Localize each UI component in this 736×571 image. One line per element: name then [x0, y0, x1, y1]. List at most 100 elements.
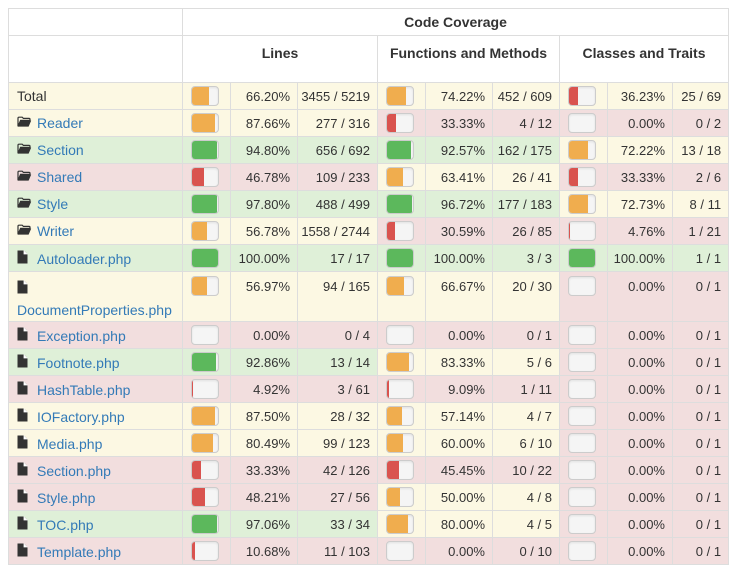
classes-bar-cell [559, 109, 608, 137]
functions-progress-fill [387, 461, 399, 479]
lines-count: 3 / 61 [297, 375, 378, 403]
lines-percent: 97.80% [230, 190, 298, 218]
classes-count: 1 / 1 [671, 244, 730, 272]
file-link[interactable]: Footnote.php [37, 354, 120, 371]
classes-progress-bar [568, 113, 596, 133]
table-row: TOC.php 97.06% 33 / 34 80.00% 4 / 5 0.00% 0 / … [8, 510, 730, 538]
functions-progress-bar [386, 352, 414, 372]
file-link[interactable]: TOC.php [37, 516, 94, 533]
classes-count: 0 / 1 [671, 456, 730, 484]
file-link[interactable]: Writer [37, 223, 75, 239]
functions-bar-cell [377, 510, 426, 538]
classes-count: 13 / 18 [671, 136, 730, 164]
file-link[interactable]: Section.php [37, 462, 111, 479]
classes-percent: 0.00% [607, 348, 673, 376]
lines-bar-cell [182, 483, 231, 511]
classes-percent: 36.23% [607, 82, 673, 110]
classes-bar-cell [559, 402, 608, 430]
lines-progress-fill [192, 407, 215, 425]
lines-count: 0 / 4 [297, 321, 378, 349]
lines-bar-cell [182, 217, 231, 245]
functions-percent: 30.59% [425, 217, 493, 245]
table-row: Shared 46.78% 109 / 233 63.41% 26 / 41 33.33%… [8, 163, 730, 191]
functions-progress-bar [386, 325, 414, 345]
functions-progress-bar [386, 514, 414, 534]
lines-progress-fill [192, 461, 201, 479]
lines-progress-fill [192, 380, 194, 398]
lines-count: 11 / 103 [297, 537, 378, 565]
functions-progress-bar [386, 460, 414, 480]
name-cell: Template.php [8, 537, 183, 565]
lines-progress-fill [192, 195, 218, 213]
file-link[interactable]: Media.php [37, 435, 103, 452]
lines-progress-bar [191, 406, 219, 426]
functions-progress-bar [386, 487, 414, 507]
lines-percent: 0.00% [230, 321, 298, 349]
folder-icon [17, 116, 33, 131]
lines-count: 488 / 499 [297, 190, 378, 218]
classes-percent: 0.00% [607, 109, 673, 137]
lines-progress-bar [191, 167, 219, 187]
header-blank-2 [8, 35, 183, 83]
classes-percent: 33.33% [607, 163, 673, 191]
lines-count: 94 / 165 [297, 271, 378, 322]
lines-progress-fill [192, 87, 210, 105]
lines-progress-fill [192, 434, 213, 452]
name-cell: Writer [8, 217, 183, 245]
file-link[interactable]: Style.php [37, 489, 96, 506]
file-link[interactable]: Autoloader.php [37, 250, 132, 267]
file-link[interactable]: HashTable.php [37, 381, 131, 398]
name-cell: Total [8, 82, 183, 110]
functions-count: 0 / 10 [492, 537, 560, 565]
classes-progress-bar [568, 167, 596, 187]
functions-count: 5 / 6 [492, 348, 560, 376]
file-link[interactable]: Style [37, 196, 69, 212]
header-blank [8, 8, 183, 36]
lines-progress-bar [191, 352, 219, 372]
classes-progress-fill [569, 249, 595, 267]
classes-count: 0 / 1 [671, 348, 730, 376]
file-link[interactable]: DocumentProperties.php [17, 302, 172, 318]
functions-progress-bar [386, 167, 414, 187]
lines-progress-fill [192, 488, 205, 506]
functions-bar-cell [377, 375, 426, 403]
file-link[interactable]: Section [37, 142, 84, 158]
table-row: Footnote.php 92.86% 13 / 14 83.33% 5 / 6 0.00… [8, 348, 730, 376]
file-link[interactable]: IOFactory.php [37, 408, 125, 425]
classes-bar-cell [559, 271, 608, 322]
classes-count: 2 / 6 [671, 163, 730, 191]
functions-progress-fill [387, 515, 408, 533]
functions-progress-bar [386, 541, 414, 561]
lines-bar-cell [182, 163, 231, 191]
lines-progress-fill [192, 141, 217, 159]
name-cell: IOFactory.php [8, 402, 183, 430]
file-icon [17, 462, 33, 479]
lines-bar-cell [182, 82, 231, 110]
classes-percent: 0.00% [607, 483, 673, 511]
name-cell: Shared [8, 163, 183, 191]
classes-percent: 0.00% [607, 537, 673, 565]
name-cell: Footnote.php [8, 348, 183, 376]
functions-count: 4 / 12 [492, 109, 560, 137]
table-row: Template.php 10.68% 11 / 103 0.00% 0 / 10 0.0… [8, 537, 730, 565]
classes-bar-cell [559, 348, 608, 376]
classes-percent: 4.76% [607, 217, 673, 245]
lines-count: 109 / 233 [297, 163, 378, 191]
classes-count: 1 / 21 [671, 217, 730, 245]
file-link[interactable]: Shared [37, 169, 83, 185]
lines-progress-bar [191, 487, 219, 507]
functions-count: 6 / 10 [492, 429, 560, 457]
functions-percent: 83.33% [425, 348, 493, 376]
file-link[interactable]: Exception.php [37, 327, 126, 344]
file-link[interactable]: Template.php [37, 543, 122, 560]
classes-bar-cell [559, 510, 608, 538]
classes-percent: 0.00% [607, 271, 673, 322]
functions-count: 177 / 183 [492, 190, 560, 218]
folder-icon [17, 224, 33, 239]
file-link[interactable]: Reader [37, 115, 83, 131]
table-row: Autoloader.php 100.00% 17 / 17 100.00% 3 / 3… [8, 244, 730, 272]
functions-bar-cell [377, 271, 426, 322]
functions-progress-bar [386, 221, 414, 241]
lines-bar-cell [182, 537, 231, 565]
functions-progress-fill [387, 87, 407, 105]
